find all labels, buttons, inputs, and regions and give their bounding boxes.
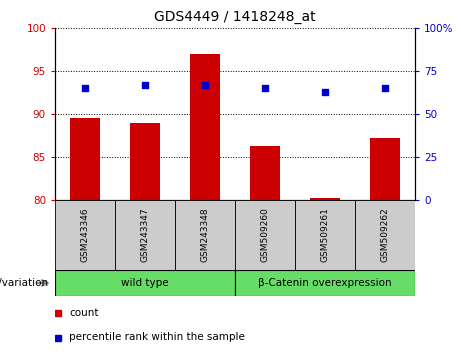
Bar [70, 118, 100, 200]
Bar [130, 122, 160, 200]
Bar [295, 200, 355, 270]
Bar [55, 270, 235, 296]
Text: count: count [70, 308, 99, 318]
Bar [175, 200, 235, 270]
Text: genotype/variation: genotype/variation [0, 278, 48, 288]
Bar [115, 200, 175, 270]
Point [201, 82, 209, 87]
Point [81, 85, 89, 91]
Bar [235, 270, 415, 296]
Bar [235, 200, 295, 270]
Point [321, 89, 329, 95]
Point [142, 82, 149, 87]
Bar [310, 198, 340, 200]
Title: GDS4449 / 1418248_at: GDS4449 / 1418248_at [154, 10, 316, 24]
Text: GSM243346: GSM243346 [81, 208, 89, 262]
Bar [355, 200, 415, 270]
Text: GSM509262: GSM509262 [380, 208, 390, 262]
Text: GSM509260: GSM509260 [260, 207, 270, 262]
Text: GSM243347: GSM243347 [141, 208, 149, 262]
Bar [190, 54, 220, 200]
Text: β-Catenin overexpression: β-Catenin overexpression [258, 278, 392, 288]
Bar [55, 200, 115, 270]
Text: GSM243348: GSM243348 [201, 208, 209, 262]
Text: wild type: wild type [121, 278, 169, 288]
Text: GSM509261: GSM509261 [320, 207, 330, 262]
Bar [250, 146, 280, 200]
Point [261, 85, 269, 91]
Bar [370, 138, 400, 200]
Text: percentile rank within the sample: percentile rank within the sample [70, 332, 245, 343]
Point [381, 85, 389, 91]
